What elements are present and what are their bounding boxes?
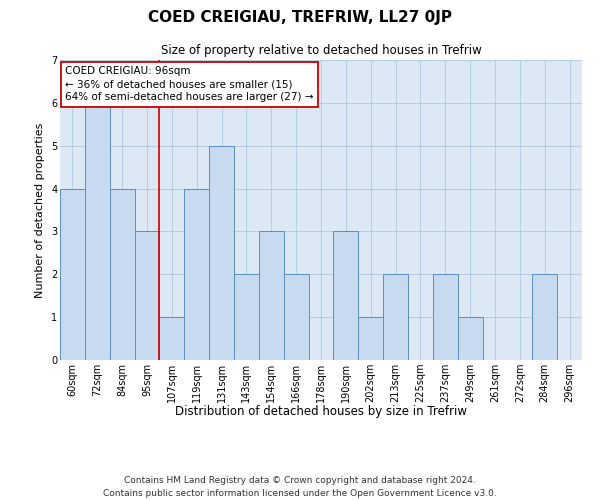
Bar (358, 317, 383, 360)
Text: Contains HM Land Registry data © Crown copyright and database right 2024.
Contai: Contains HM Land Registry data © Crown c… (103, 476, 497, 498)
Title: Size of property relative to detached houses in Trefriw: Size of property relative to detached ho… (161, 44, 481, 58)
Bar (433, 274, 458, 360)
X-axis label: Distribution of detached houses by size in Trefriw: Distribution of detached houses by size … (175, 405, 467, 418)
Bar (209, 146, 234, 360)
Bar (234, 274, 259, 360)
Bar (85, 103, 110, 360)
Bar (259, 232, 284, 360)
Bar (60, 188, 85, 360)
Bar (110, 188, 134, 360)
Text: COED CREIGIAU: 96sqm
← 36% of detached houses are smaller (15)
64% of semi-detac: COED CREIGIAU: 96sqm ← 36% of detached h… (65, 66, 314, 102)
Y-axis label: Number of detached properties: Number of detached properties (35, 122, 46, 298)
Bar (134, 232, 160, 360)
Bar (184, 188, 209, 360)
Bar (284, 274, 308, 360)
Bar (334, 232, 358, 360)
Bar (160, 317, 184, 360)
Text: COED CREIGIAU, TREFRIW, LL27 0JP: COED CREIGIAU, TREFRIW, LL27 0JP (148, 10, 452, 25)
Bar (383, 274, 408, 360)
Bar (532, 274, 557, 360)
Bar (458, 317, 482, 360)
